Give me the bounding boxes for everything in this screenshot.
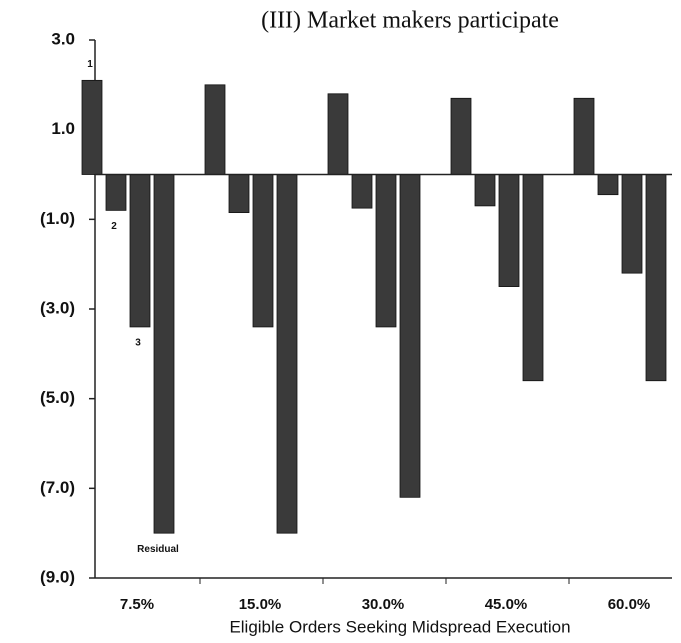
x-tick-label: 7.5% <box>120 596 154 613</box>
y-tick-label: (3.0) <box>40 298 75 317</box>
y-tick-label: (7.0) <box>40 478 75 497</box>
x-tick-label: 15.0% <box>239 596 282 613</box>
bar <box>450 97 472 175</box>
bar <box>597 174 619 196</box>
x-tick-label: 45.0% <box>485 596 528 613</box>
bar <box>498 174 520 287</box>
series-label: 2 <box>111 221 117 232</box>
y-tick-label: (5.0) <box>40 388 75 407</box>
y-tick-label: 3.0 <box>51 29 75 48</box>
x-tick-label: 60.0% <box>608 596 651 613</box>
bar <box>153 174 175 534</box>
series-label: Residual <box>137 544 179 555</box>
bar <box>204 84 226 175</box>
series-label: 1 <box>87 59 93 70</box>
bar <box>129 174 151 328</box>
chart-title: (III) Market makers participate <box>261 8 559 34</box>
x-axis-title: Eligible Orders Seeking Midspread Execut… <box>229 617 570 636</box>
x-tick-label: 30.0% <box>362 596 405 613</box>
bar <box>228 174 250 214</box>
bar <box>327 93 349 175</box>
bar <box>522 174 544 382</box>
bar <box>375 174 397 328</box>
y-tick-label: (1.0) <box>40 209 75 228</box>
bar <box>105 174 127 211</box>
bar <box>81 79 103 175</box>
y-tick-label: 1.0 <box>51 119 75 138</box>
series-label: 3 <box>135 338 141 349</box>
bar <box>474 174 496 207</box>
bar <box>573 97 595 175</box>
y-tick-label: (9.0) <box>40 567 75 586</box>
bar <box>645 174 667 382</box>
bar <box>399 174 421 498</box>
bar <box>276 174 298 534</box>
bar <box>252 174 274 328</box>
bar <box>351 174 373 209</box>
bar <box>621 174 643 274</box>
